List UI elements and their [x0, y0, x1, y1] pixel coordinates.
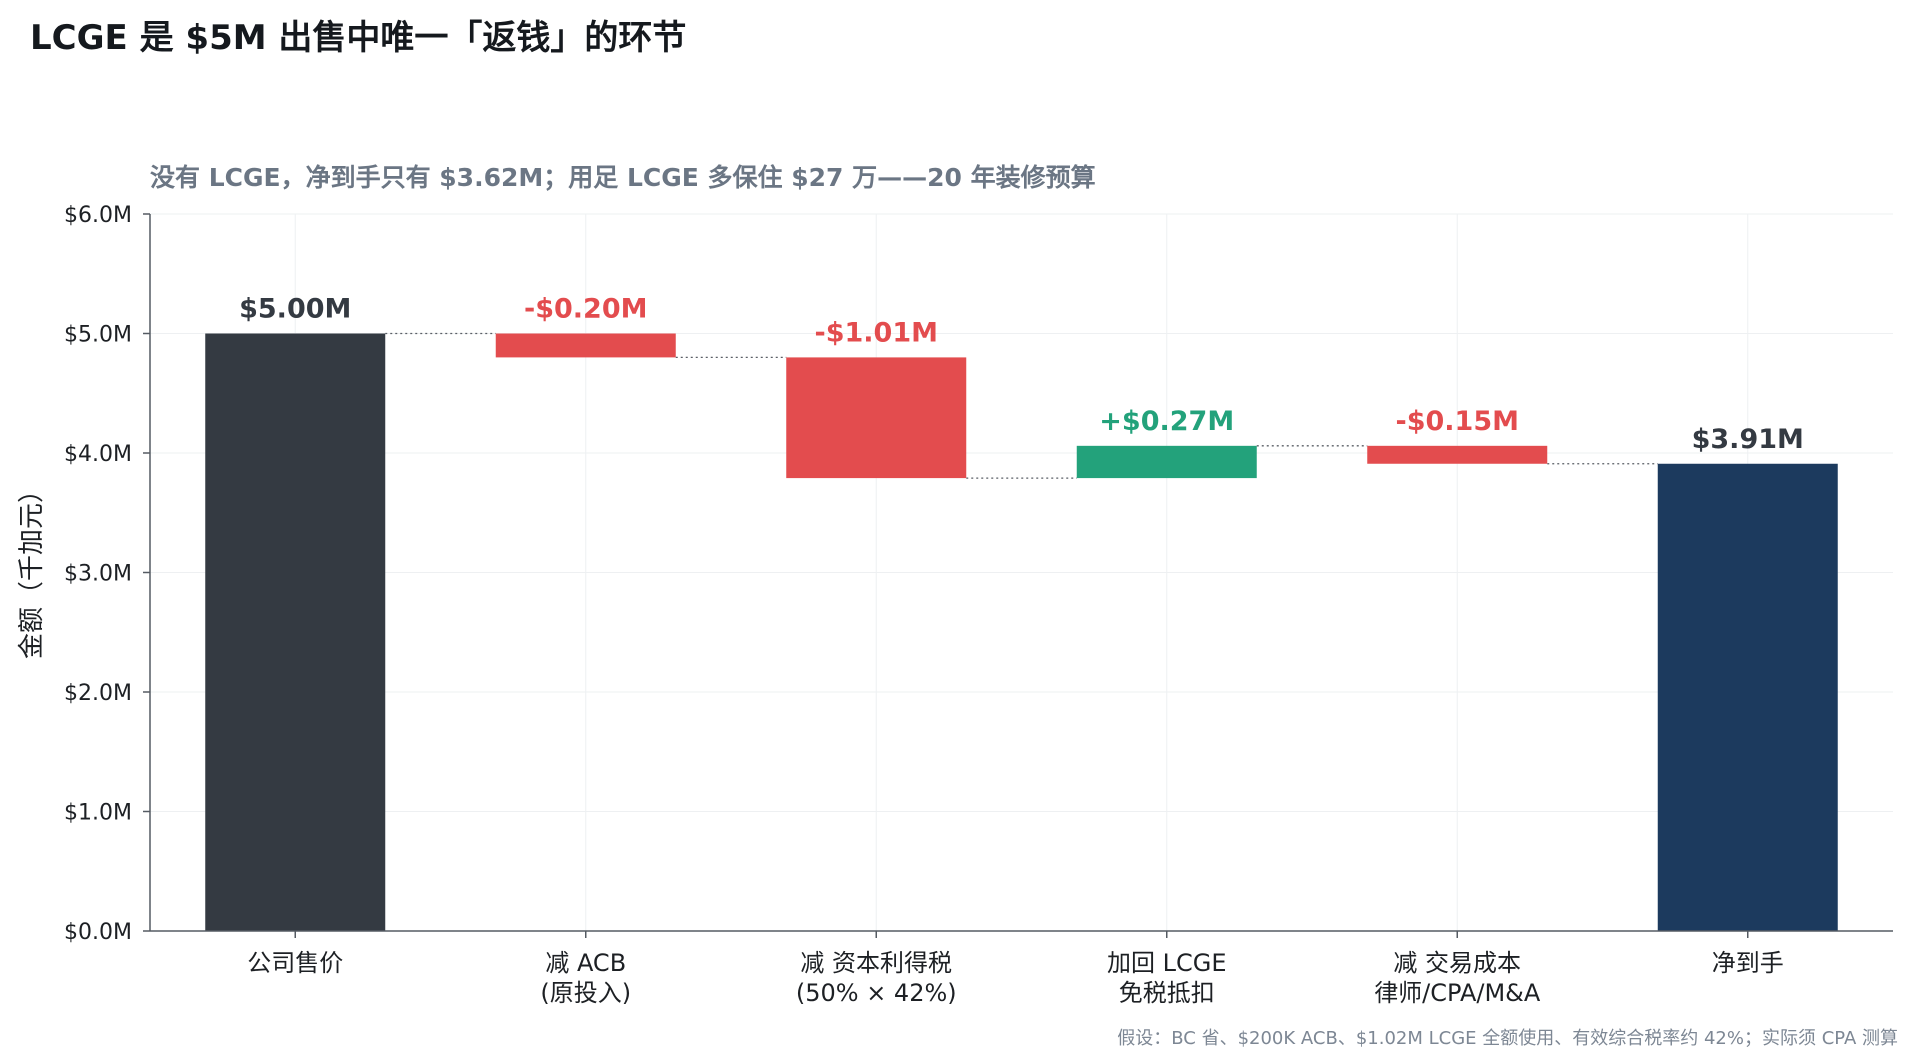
axis-layer: $0.0M $1.0M $2.0M $3.0M $4.0M $5.0M $6.0M 公司售价 减…	[64, 203, 1893, 1007]
bar-value-label: -$0.15M	[1396, 406, 1519, 437]
waterfall-bar	[786, 357, 967, 479]
x-tick-label: (原投入)	[540, 979, 631, 1007]
x-tick-label: 净到手	[1712, 949, 1784, 977]
y-tick-label: $6.0M	[64, 203, 132, 228]
waterfall-bar	[495, 333, 676, 358]
y-tick-label: $3.0M	[64, 562, 132, 587]
bar-value-label: -$1.01M	[815, 317, 938, 348]
bar-value-label: $3.91M	[1692, 424, 1804, 455]
y-tick-label: $2.0M	[64, 681, 132, 706]
x-tick-label: 加回 LCGE	[1107, 949, 1227, 977]
bar-value-label: +$0.27M	[1099, 406, 1234, 437]
y-tick-label: $1.0M	[64, 801, 132, 826]
y-tick-label: $0.0M	[64, 920, 132, 945]
chart-title: LCGE 是 $5M 出售中唯一「返钱」的环节	[30, 18, 687, 58]
y-tick-label: $4.0M	[64, 442, 132, 467]
x-tick-label: (50% × 42%)	[796, 979, 957, 1007]
x-tick-label: 减 交易成本	[1393, 949, 1521, 977]
y-axis-label: 金额（千加元）	[17, 477, 47, 659]
y-tick-label: $5.0M	[64, 323, 132, 348]
grid-layer	[150, 213, 1893, 932]
chart-subtitle: 没有 LCGE，净到手只有 $3.62M；用足 LCGE 多保住 $27 万——…	[150, 163, 1096, 192]
bar-layer	[205, 333, 1838, 931]
bar-value-label: $5.00M	[239, 294, 351, 325]
waterfall-bar	[1367, 445, 1548, 464]
x-tick-label: 减 ACB	[545, 949, 626, 977]
waterfall-bar	[1076, 445, 1257, 479]
bar-value-label: -$0.20M	[524, 294, 647, 325]
label-layer: $5.00M -$0.20M -$1.01M +$0.27M -$0.15M $3.91M	[239, 294, 1804, 455]
x-tick-label: 免税抵扣	[1119, 979, 1215, 1007]
x-tick-label: 减 资本利得税	[800, 949, 952, 977]
waterfall-bar	[1657, 463, 1838, 931]
x-tick-label: 公司售价	[247, 949, 343, 977]
x-tick-label: 律师/CPA/M&A	[1374, 979, 1541, 1007]
connector-layer	[385, 332, 1658, 479]
waterfall-bar	[205, 333, 386, 931]
footnote: 假设：BC 省、$200K ACB、$1.02M LCGE 全额使用、有效综合税…	[1117, 1028, 1898, 1049]
